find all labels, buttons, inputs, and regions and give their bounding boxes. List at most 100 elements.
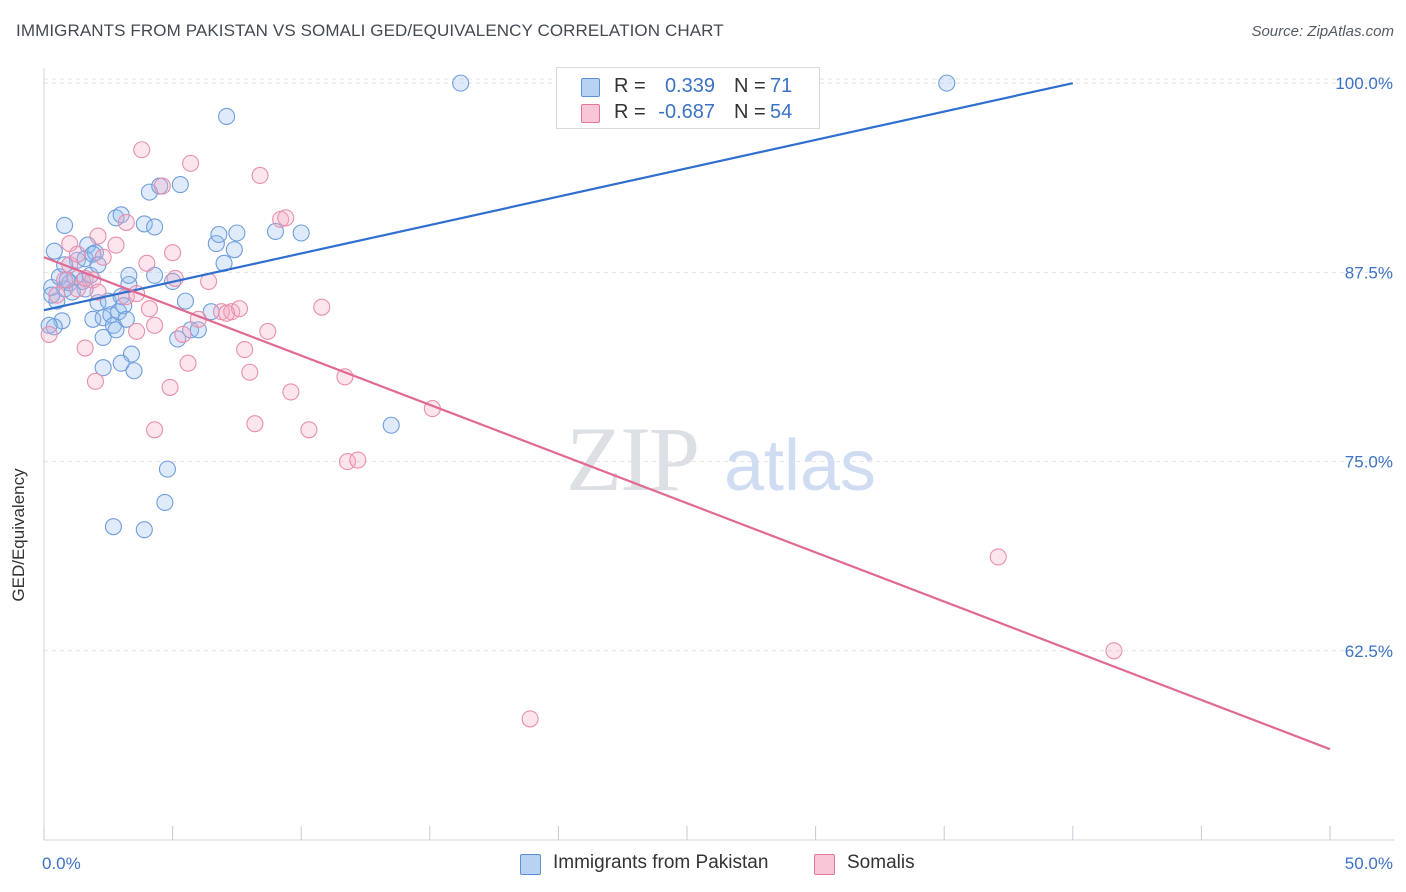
legend-swatch-pink xyxy=(581,104,600,123)
point-somali xyxy=(86,372,104,390)
point-pakistan xyxy=(40,316,58,334)
point-somali xyxy=(89,227,107,245)
point-somali xyxy=(251,166,269,185)
point-somali xyxy=(164,244,182,262)
point-pakistan xyxy=(135,215,153,233)
point-somali xyxy=(117,213,135,231)
scatter-points xyxy=(40,74,1123,728)
point-somali xyxy=(179,354,197,372)
point-pakistan xyxy=(107,209,125,227)
point-pakistan xyxy=(225,241,243,259)
point-somali xyxy=(40,325,58,343)
trend-line-somali xyxy=(43,256,1331,751)
y-tick-label: 75.0% xyxy=(1345,453,1393,472)
point-pakistan xyxy=(228,224,246,242)
bottom-legend-swatch-blue xyxy=(520,854,541,875)
point-pakistan xyxy=(156,493,174,511)
point-pakistan xyxy=(938,74,956,92)
point-pakistan xyxy=(171,176,189,194)
point-pakistan xyxy=(94,359,112,377)
y-axis-title: GED/Equivalency xyxy=(9,468,28,602)
point-somali xyxy=(259,322,277,340)
y-tick-label: 100.0% xyxy=(1335,74,1393,93)
point-pakistan xyxy=(94,328,112,346)
bottom-legend-swatch-pink xyxy=(814,854,835,875)
trend-lines xyxy=(43,82,1331,751)
point-somali xyxy=(146,316,164,334)
legend-row-somalis: R = -0.687 N = 54 xyxy=(557,101,819,127)
point-somali xyxy=(241,363,259,381)
point-somali xyxy=(182,154,200,172)
point-somali xyxy=(1105,642,1123,660)
point-somali xyxy=(153,177,171,195)
point-somali xyxy=(48,286,66,304)
point-somali xyxy=(140,300,159,318)
legend-n-label: N = xyxy=(734,101,766,123)
point-pakistan xyxy=(45,242,63,260)
trend-line-pakistan xyxy=(43,82,1074,312)
point-somali xyxy=(107,236,125,254)
point-somali xyxy=(166,269,184,287)
point-pakistan xyxy=(210,225,228,244)
legend-row-pakistan: R = 0.339 N = 71 xyxy=(557,75,819,101)
point-somali xyxy=(94,248,112,266)
tick-labels: 62.5% 75.0% 87.5% 100.0% 0.0% 50.0% xyxy=(42,74,1393,873)
point-pakistan xyxy=(292,224,310,242)
legend-r-value: -0.687 xyxy=(658,101,715,123)
legend-n-value: 71 xyxy=(770,75,793,97)
source-label: Source: ZipAtlas.com xyxy=(1251,23,1394,40)
point-somali xyxy=(521,710,539,728)
point-somali xyxy=(68,245,86,263)
point-somali xyxy=(282,383,300,401)
point-somali xyxy=(174,325,192,343)
point-pakistan xyxy=(56,216,74,234)
point-pakistan xyxy=(146,218,164,236)
point-somali xyxy=(76,339,94,357)
point-somali xyxy=(989,548,1007,566)
point-pakistan xyxy=(107,321,125,339)
bottom-legend-label: Immigrants from Pakistan xyxy=(553,852,769,873)
legend-r-value: 0.339 xyxy=(664,75,715,97)
point-pakistan xyxy=(117,310,135,328)
point-somali xyxy=(133,141,151,159)
point-somali xyxy=(138,254,156,272)
point-somali xyxy=(277,209,295,227)
point-somali xyxy=(56,271,74,289)
point-pakistan xyxy=(84,245,102,263)
point-pakistan xyxy=(169,330,187,348)
chart-title: IMMIGRANTS FROM PAKISTAN VS SOMALI GED/E… xyxy=(16,21,724,40)
point-pakistan xyxy=(125,362,143,380)
axes xyxy=(43,68,1394,841)
point-somali xyxy=(218,304,236,322)
watermark-atlas: atlas xyxy=(724,426,876,506)
point-somali xyxy=(128,322,146,340)
point-pakistan xyxy=(112,354,130,372)
legend-r-label: R = xyxy=(614,75,646,97)
watermark-zip: ZIP xyxy=(566,408,698,510)
x-tick-label: 0.0% xyxy=(42,854,81,873)
bottom-legend-label: Somalis xyxy=(847,852,915,873)
point-somali xyxy=(236,341,254,359)
y-tick-label: 62.5% xyxy=(1345,642,1393,661)
point-somali xyxy=(246,415,264,433)
point-somali xyxy=(146,421,164,439)
point-pakistan xyxy=(218,107,236,125)
point-pakistan xyxy=(382,416,400,434)
point-somali xyxy=(349,451,367,469)
legend-swatch-blue xyxy=(581,78,600,97)
legend-n-value: 54 xyxy=(770,101,793,123)
point-pakistan xyxy=(120,266,138,284)
y-tick-label: 87.5% xyxy=(1345,263,1393,282)
point-somali xyxy=(89,283,107,301)
point-somali xyxy=(300,421,318,439)
point-pakistan xyxy=(104,518,122,536)
point-somali xyxy=(230,300,249,318)
legend-r-label: R = xyxy=(614,101,646,123)
point-pakistan xyxy=(43,286,61,304)
point-pakistan xyxy=(146,266,164,284)
point-somali xyxy=(161,378,179,396)
x-tick-label: 50.0% xyxy=(1345,854,1393,873)
y-axis-title-wrap: GED/Equivalency xyxy=(9,468,39,601)
legend-n-label: N = xyxy=(734,75,766,97)
